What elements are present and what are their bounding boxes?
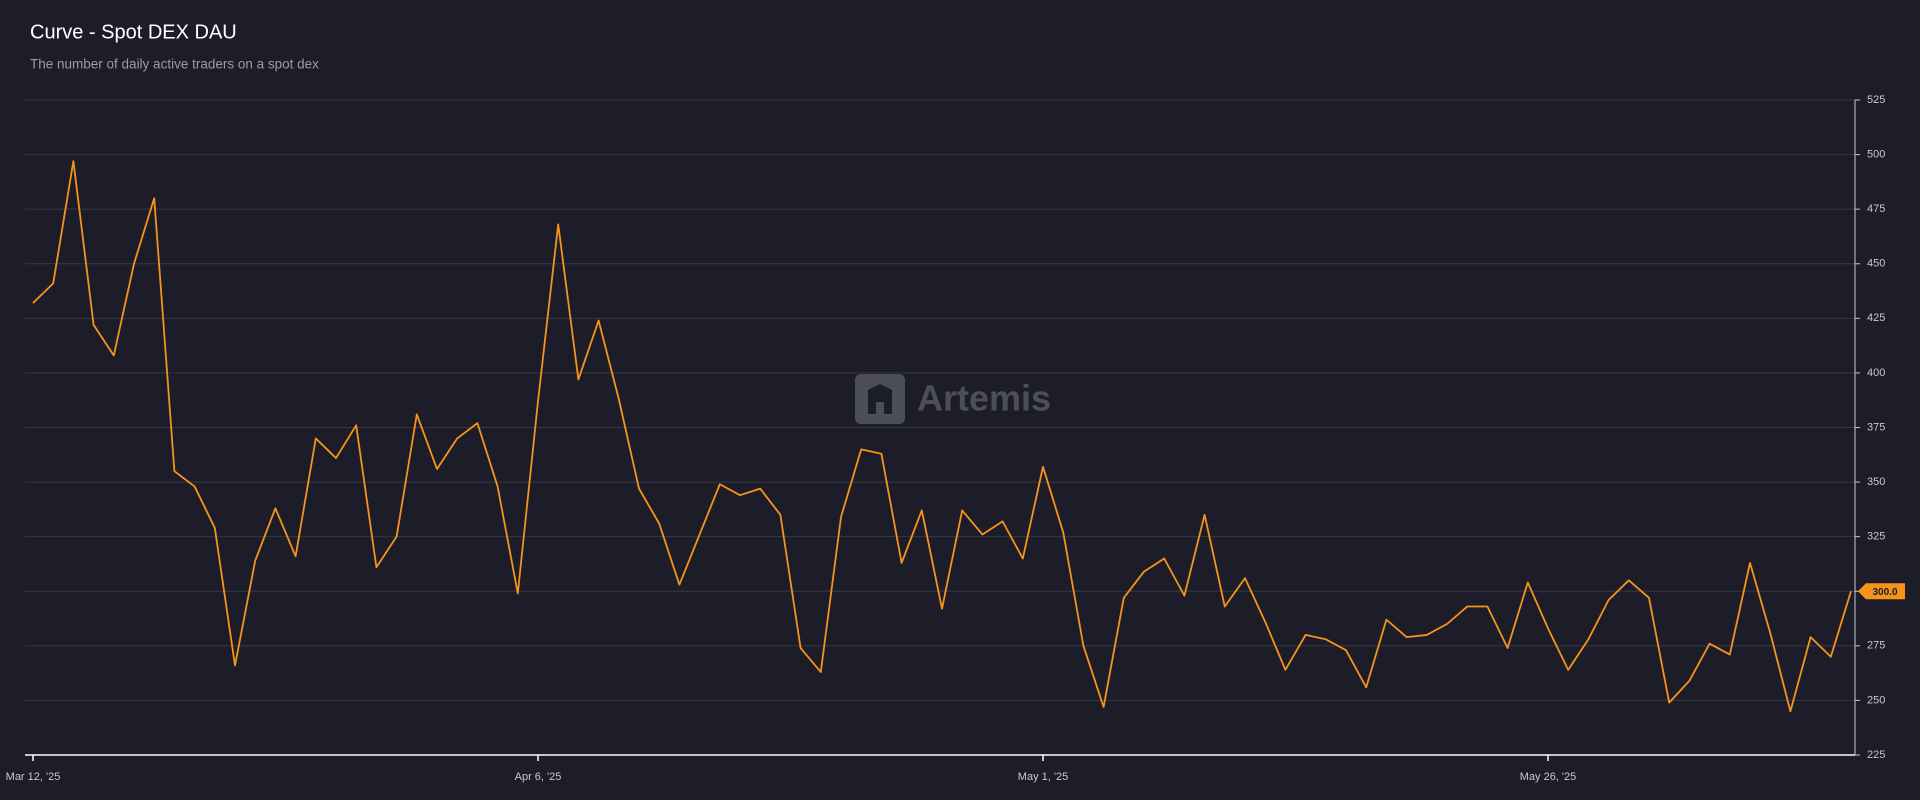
y-tick-label: 350 <box>1867 476 1885 488</box>
last-value-tag <box>1858 583 1905 600</box>
watermark-text: Artemis <box>917 378 1051 419</box>
y-tick-label: 225 <box>1867 749 1885 761</box>
watermark-logo-glyph <box>868 384 892 414</box>
y-tick-label: 425 <box>1867 312 1885 324</box>
x-tick-label: Mar 12, '25 <box>6 771 61 783</box>
data-line <box>32 160 1852 713</box>
y-tick-label: 325 <box>1867 531 1885 543</box>
y-tick-label: 500 <box>1867 148 1885 160</box>
last-value-label: 300.0 <box>1872 587 1897 598</box>
watermark: Artemis <box>855 374 1051 424</box>
chart-subtitle: The number of daily active traders on a … <box>30 57 319 72</box>
y-tick-label: 400 <box>1867 367 1885 379</box>
y-tick-label: 250 <box>1867 694 1885 706</box>
x-tick-label: Apr 6, '25 <box>515 771 562 783</box>
x-tick-label: May 1, '25 <box>1018 771 1068 783</box>
watermark-logo <box>855 374 905 424</box>
y-tick-label: 375 <box>1867 421 1885 433</box>
y-tick-label: 450 <box>1867 258 1885 270</box>
y-tick-label: 475 <box>1867 203 1885 215</box>
y-tick-label: 275 <box>1867 640 1885 652</box>
chart-title: Curve - Spot DEX DAU <box>30 21 237 43</box>
y-tick-label: 525 <box>1867 94 1885 106</box>
x-tick-label: May 26, '25 <box>1520 771 1577 783</box>
